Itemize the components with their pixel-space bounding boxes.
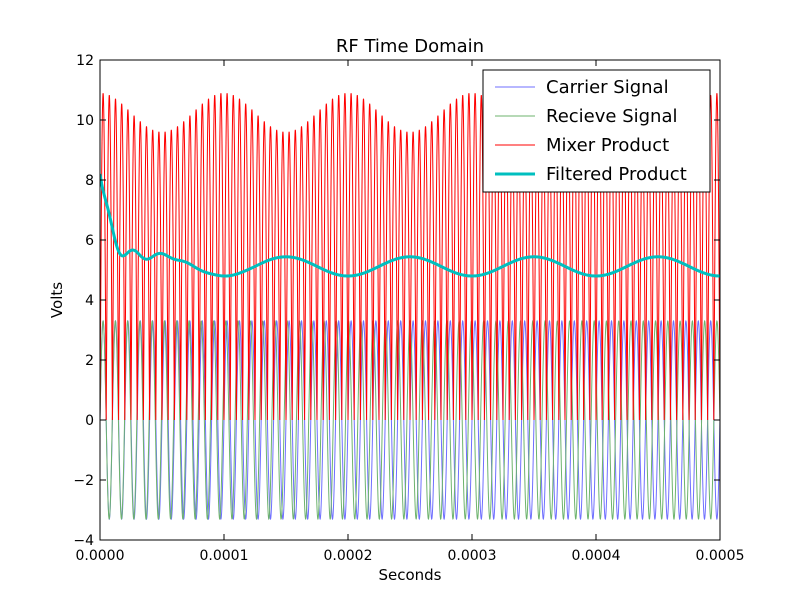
series-line-recieve-signal [100, 319, 720, 521]
y-tick-label: 12 [76, 53, 94, 69]
legend-label: Mixer Product [546, 135, 669, 156]
x-axis-label: Seconds [378, 566, 441, 584]
y-tick-label: 4 [85, 293, 94, 309]
y-axis-label: Volts [48, 282, 66, 318]
series-line-filtered-product [100, 173, 720, 278]
x-tick-label: 0.0000 [76, 548, 125, 564]
chart-title: RF Time Domain [336, 36, 484, 57]
y-axis-ticks: −4 −2 0 2 4 6 8 10 12 [73, 53, 720, 549]
y-tick-label: 6 [85, 233, 94, 249]
x-axis-ticks: 0.0000 0.0001 0.0002 0.0003 0.0004 0.0005 [76, 60, 745, 564]
y-tick-label: −4 [73, 533, 94, 549]
x-tick-label: 0.0002 [324, 548, 373, 564]
y-tick-label: 8 [85, 173, 94, 189]
legend-label: Filtered Product [546, 164, 687, 185]
series-layer [100, 93, 720, 521]
y-tick-label: 2 [85, 353, 94, 369]
y-tick-label: 10 [76, 113, 94, 129]
x-tick-label: 0.0003 [448, 548, 497, 564]
legend: Carrier Signal Recieve Signal Mixer Produc… [482, 69, 711, 193]
x-tick-label: 0.0005 [696, 548, 745, 564]
x-tick-label: 0.0004 [572, 548, 621, 564]
y-tick-label: 0 [85, 413, 94, 429]
legend-label: Carrier Signal [546, 77, 669, 98]
legend-box [482, 69, 711, 193]
x-tick-label: 0.0001 [200, 548, 249, 564]
legend-label: Recieve Signal [546, 106, 677, 127]
y-tick-label: −2 [73, 473, 94, 489]
